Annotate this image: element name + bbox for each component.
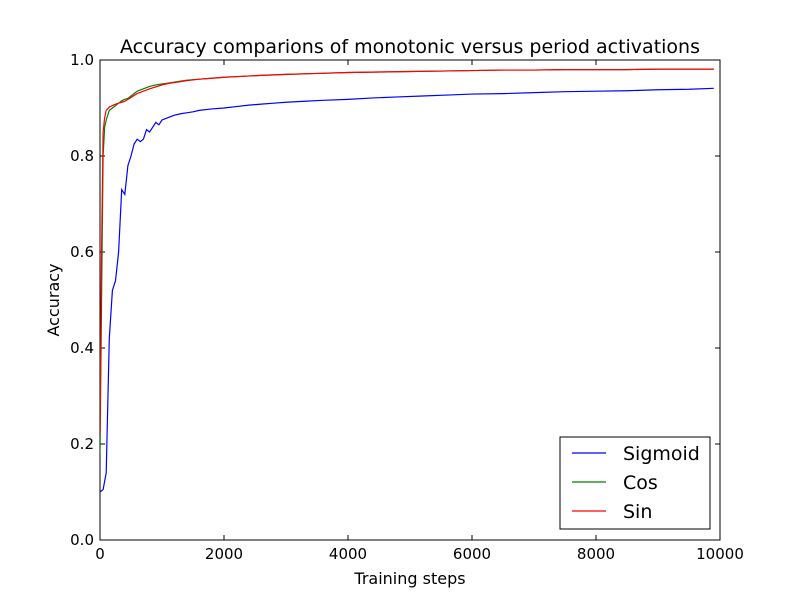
- y-tick-label: 0.6: [70, 243, 94, 261]
- y-tick-label: 0.0: [70, 531, 94, 549]
- x-tick-label: 6000: [453, 545, 491, 563]
- series-line-sigmoid: [100, 87, 714, 493]
- x-tick-label: 0: [95, 545, 105, 563]
- legend-box: [559, 436, 711, 530]
- y-axis-label: Accuracy: [44, 263, 63, 336]
- x-tick-label: 2000: [205, 545, 243, 563]
- y-tick-label: 0.2: [70, 435, 94, 453]
- legend-label-sigmoid: Sigmoid: [623, 443, 700, 465]
- chart-title: Accuracy comparions of monotonic versus …: [120, 36, 700, 58]
- y-tick-label: 0.4: [70, 339, 94, 357]
- y-tick-label: 1.0: [70, 51, 94, 69]
- x-tick-label: 4000: [329, 545, 367, 563]
- legend: Sigmoid Cos Sin: [559, 436, 711, 530]
- y-axis: 0.0 0.2 0.4 0.6 0.8 1.0: [70, 51, 720, 549]
- series-line-sin: [100, 68, 714, 435]
- x-tick-label: 10000: [696, 545, 744, 563]
- y-tick-label: 0.8: [70, 147, 94, 165]
- legend-label-sin: Sin: [623, 501, 652, 523]
- legend-label-cos: Cos: [623, 472, 658, 494]
- x-tick-label: 8000: [577, 545, 615, 563]
- series-group: [100, 68, 714, 493]
- x-axis-label: Training steps: [353, 569, 465, 588]
- x-axis: 0 2000 4000 6000 8000 10000: [95, 60, 744, 563]
